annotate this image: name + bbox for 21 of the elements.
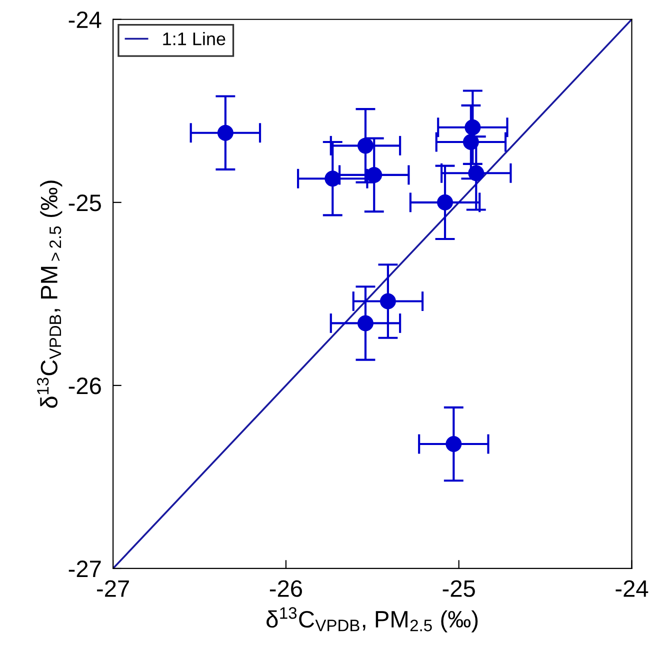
x-axis-title: δ$^{13}$C$_{VPDB}$, PM$_{2.5}$ (‰): [266, 607, 478, 632]
point: [446, 436, 462, 452]
point: [217, 124, 234, 141]
point: [437, 194, 453, 210]
point: [462, 134, 479, 150]
x-tick-label: -24: [616, 580, 648, 597]
point: [358, 138, 374, 154]
legend-label: 1:1 Line: [163, 32, 226, 46]
y-axis-title: δ$^{13}$C$_{VPDB}$, PM$_{>2.5}$ (‰): [37, 180, 62, 408]
point: [366, 166, 382, 183]
x-tick-label: -25: [442, 580, 475, 597]
y-tick-label: -26: [68, 378, 101, 394]
point: [468, 165, 484, 182]
point: [358, 315, 374, 332]
x-tick-label: -27: [97, 580, 129, 597]
y-tick-label: -24: [68, 11, 102, 28]
y-tick-label: -25: [68, 194, 101, 212]
x-tick-label: -26: [270, 580, 302, 597]
point: [380, 293, 396, 310]
point: [464, 119, 481, 136]
y-tick-label: -27: [68, 560, 101, 578]
